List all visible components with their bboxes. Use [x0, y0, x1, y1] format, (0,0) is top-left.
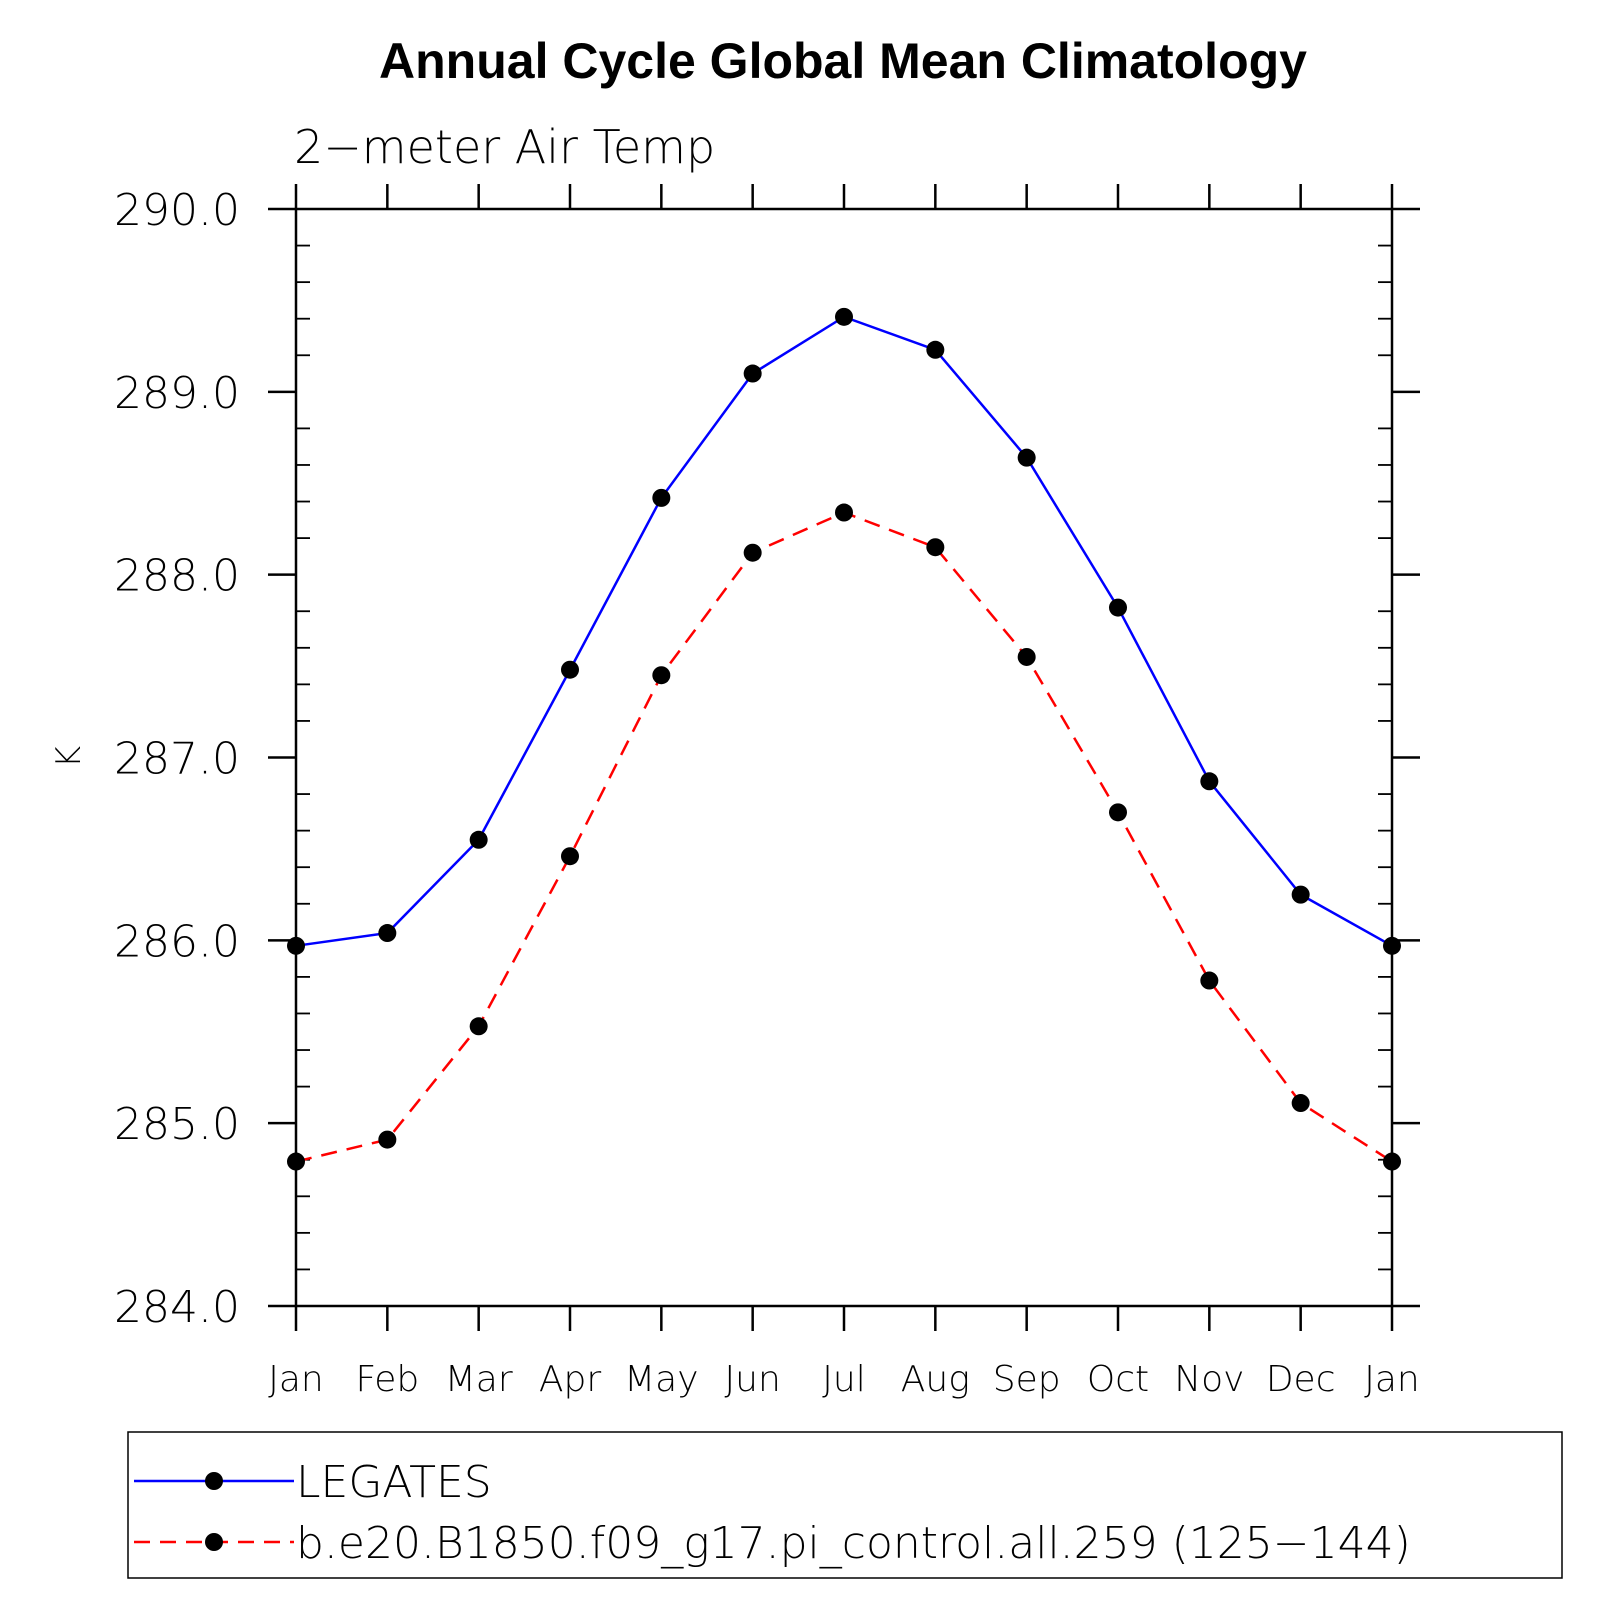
data-point [926, 340, 945, 359]
y-tick-label: 290.0 [114, 185, 240, 236]
data-point [1017, 647, 1036, 666]
x-tick-label: Mar [445, 1359, 513, 1400]
x-tick-labels: Jan Feb Mar Apr May Jun Jul Aug Sep Oct Nov Dec Jan [268, 1359, 1420, 1400]
plot-frame [294, 207, 1394, 1308]
data-point [743, 543, 762, 562]
x-tick-label: Apr [539, 1359, 601, 1400]
x-tick-label: Jun [725, 1359, 781, 1400]
data-point [1109, 598, 1127, 617]
x-tick-label: Jan [1364, 1359, 1420, 1400]
data-point [743, 364, 762, 383]
x-tick-label: Feb [355, 1359, 419, 1400]
y-tick-label: 288.0 [114, 551, 240, 602]
legend-entry: LEGATES [134, 1457, 492, 1508]
series-1 [287, 307, 1401, 955]
x-tick-label: Jul [822, 1359, 865, 1400]
data-point [469, 830, 488, 849]
chart-subtitle: 2−meter Air Temp [294, 120, 715, 174]
legend: LEGATES b.e20.B1850.f09_g17.pi_control.al… [127, 1431, 1563, 1579]
x-tick-label: Nov [1174, 1359, 1244, 1400]
x-tick-label: Jan [268, 1359, 324, 1400]
legend-label: LEGATES [296, 1457, 492, 1508]
data-point [835, 503, 853, 522]
x-tick-label: Aug [901, 1359, 970, 1400]
data-point [287, 1152, 305, 1171]
series-line [295, 511, 1393, 1163]
data-point [1200, 772, 1219, 791]
data-point [652, 666, 671, 685]
x-tick-label: Dec [1266, 1359, 1336, 1400]
data-point [1017, 448, 1036, 467]
legend-marker [205, 1533, 223, 1551]
x-tick-label: Oct [1087, 1359, 1149, 1400]
data-point [1383, 936, 1401, 955]
data-point [1291, 1094, 1310, 1113]
data-point [926, 538, 945, 557]
legend-marker [205, 1472, 223, 1490]
y-tick-label: 287.0 [114, 734, 240, 785]
series-layer [287, 307, 1401, 1171]
data-point [561, 847, 579, 866]
data-point [378, 924, 397, 943]
data-point [378, 1130, 397, 1149]
y-tick-label: 286.0 [114, 916, 240, 967]
y-tick-label: 285.0 [114, 1099, 240, 1150]
data-point [652, 488, 671, 507]
data-point [1291, 885, 1310, 904]
legend-entry: b.e20.B1850.f09_g17.pi_control.all.259 (… [134, 1518, 1411, 1569]
data-point [287, 936, 305, 955]
y-tick-labels: 290.0 289.0 288.0 287.0 286.0 285.0 284.0 [114, 185, 240, 1333]
series-line [295, 315, 1393, 948]
data-point [561, 660, 579, 679]
data-point [1383, 1152, 1401, 1171]
series-2 [287, 503, 1401, 1171]
legend-box [127, 1431, 1563, 1579]
y-axis-label: K [49, 746, 89, 768]
legend-entries: LEGATES b.e20.B1850.f09_g17.pi_control.al… [134, 1457, 1411, 1569]
axis-ticks [268, 184, 1420, 1331]
data-point [1200, 971, 1219, 990]
legend-label: b.e20.B1850.f09_g17.pi_control.all.259 (… [296, 1518, 1411, 1569]
data-point [1109, 803, 1127, 822]
y-tick-label: 284.0 [114, 1282, 240, 1333]
x-tick-label: Sep [993, 1359, 1061, 1400]
chart-title: Annual Cycle Global Mean Climatology [379, 33, 1307, 89]
y-tick-label: 289.0 [114, 368, 240, 419]
data-point [469, 1017, 488, 1036]
x-tick-label: May [624, 1359, 698, 1400]
data-point [835, 307, 853, 326]
